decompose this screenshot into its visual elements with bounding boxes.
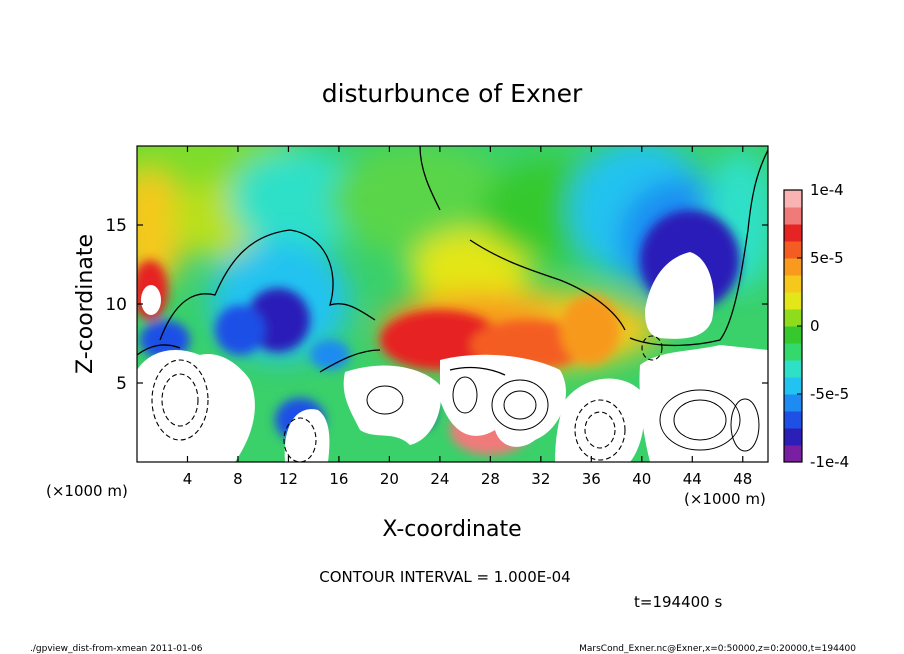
y-tick-label: 15 [105,216,127,236]
time-text: t=194400 s [634,593,722,611]
colorbar-segment [784,241,802,259]
chart-title: disturbunce of Exner [322,79,583,108]
x-tick-label: 20 [380,470,399,488]
contour-interval-text: CONTOUR INTERVAL = 1.000E-04 [319,568,570,586]
x-unit-label: (×1000 m) [46,482,128,500]
colorbar-segment [784,394,802,412]
y-axis: 5 10 15 [105,216,768,394]
colorbar-segment [784,309,802,327]
y-tick-label: 5 [116,374,127,394]
x-axis: 4 8 12 16 20 24 28 32 36 40 44 48 [183,146,752,488]
colorbar-segment [784,411,802,429]
x-tick-label: 48 [733,470,752,488]
footer-left: ./gpview_dist-from-xmean 2011-01-06 [30,644,203,654]
x-tick-label: 4 [183,470,193,488]
colorbar-tick-label: 0 [810,317,820,335]
colorbar-tick-label: 5e-5 [810,249,844,267]
colorbar-segment [784,190,802,208]
colorbar-tick-label: -1e-4 [810,453,849,471]
colorbar-segment [784,326,802,344]
colorbar-tick-label: -5e-5 [810,385,849,403]
colorbar-segment [784,360,802,378]
colorbar-segment [784,428,802,446]
colorbar: 1e-4 5e-5 0 -5e-5 -1e-4 [783,181,849,471]
plot-area [137,146,768,462]
colorbar-segment [784,445,802,463]
x-tick-label: 24 [430,470,449,488]
colorbar-segment [784,207,802,225]
colorbar-segment [784,275,802,293]
colorbar-segment [784,343,802,361]
y-tick-label: 10 [105,295,127,315]
colorbar-segment [784,377,802,395]
x-tick-label: 12 [279,470,298,488]
x-tick-label: 8 [233,470,243,488]
colorbar-segment [784,258,802,276]
x-tick-label: 40 [632,470,651,488]
x-tick-label: 44 [683,470,702,488]
y-axis-title: Z-coordinate [73,234,98,374]
footer-right: MarsCond_Exner.nc@Exner,x=0:50000,z=0:20… [579,644,856,654]
x-tick-label: 36 [582,470,601,488]
x-tick-label: 16 [329,470,348,488]
colorbar-segment [784,292,802,310]
x-tick-label: 32 [531,470,550,488]
colorbar-segment [784,224,802,242]
x-axis-title: X-coordinate [382,517,521,542]
x-tick-label: 28 [481,470,500,488]
colorbar-tick-label: 1e-4 [810,181,844,199]
x-unit-label-right: (×1000 m) [684,490,766,508]
